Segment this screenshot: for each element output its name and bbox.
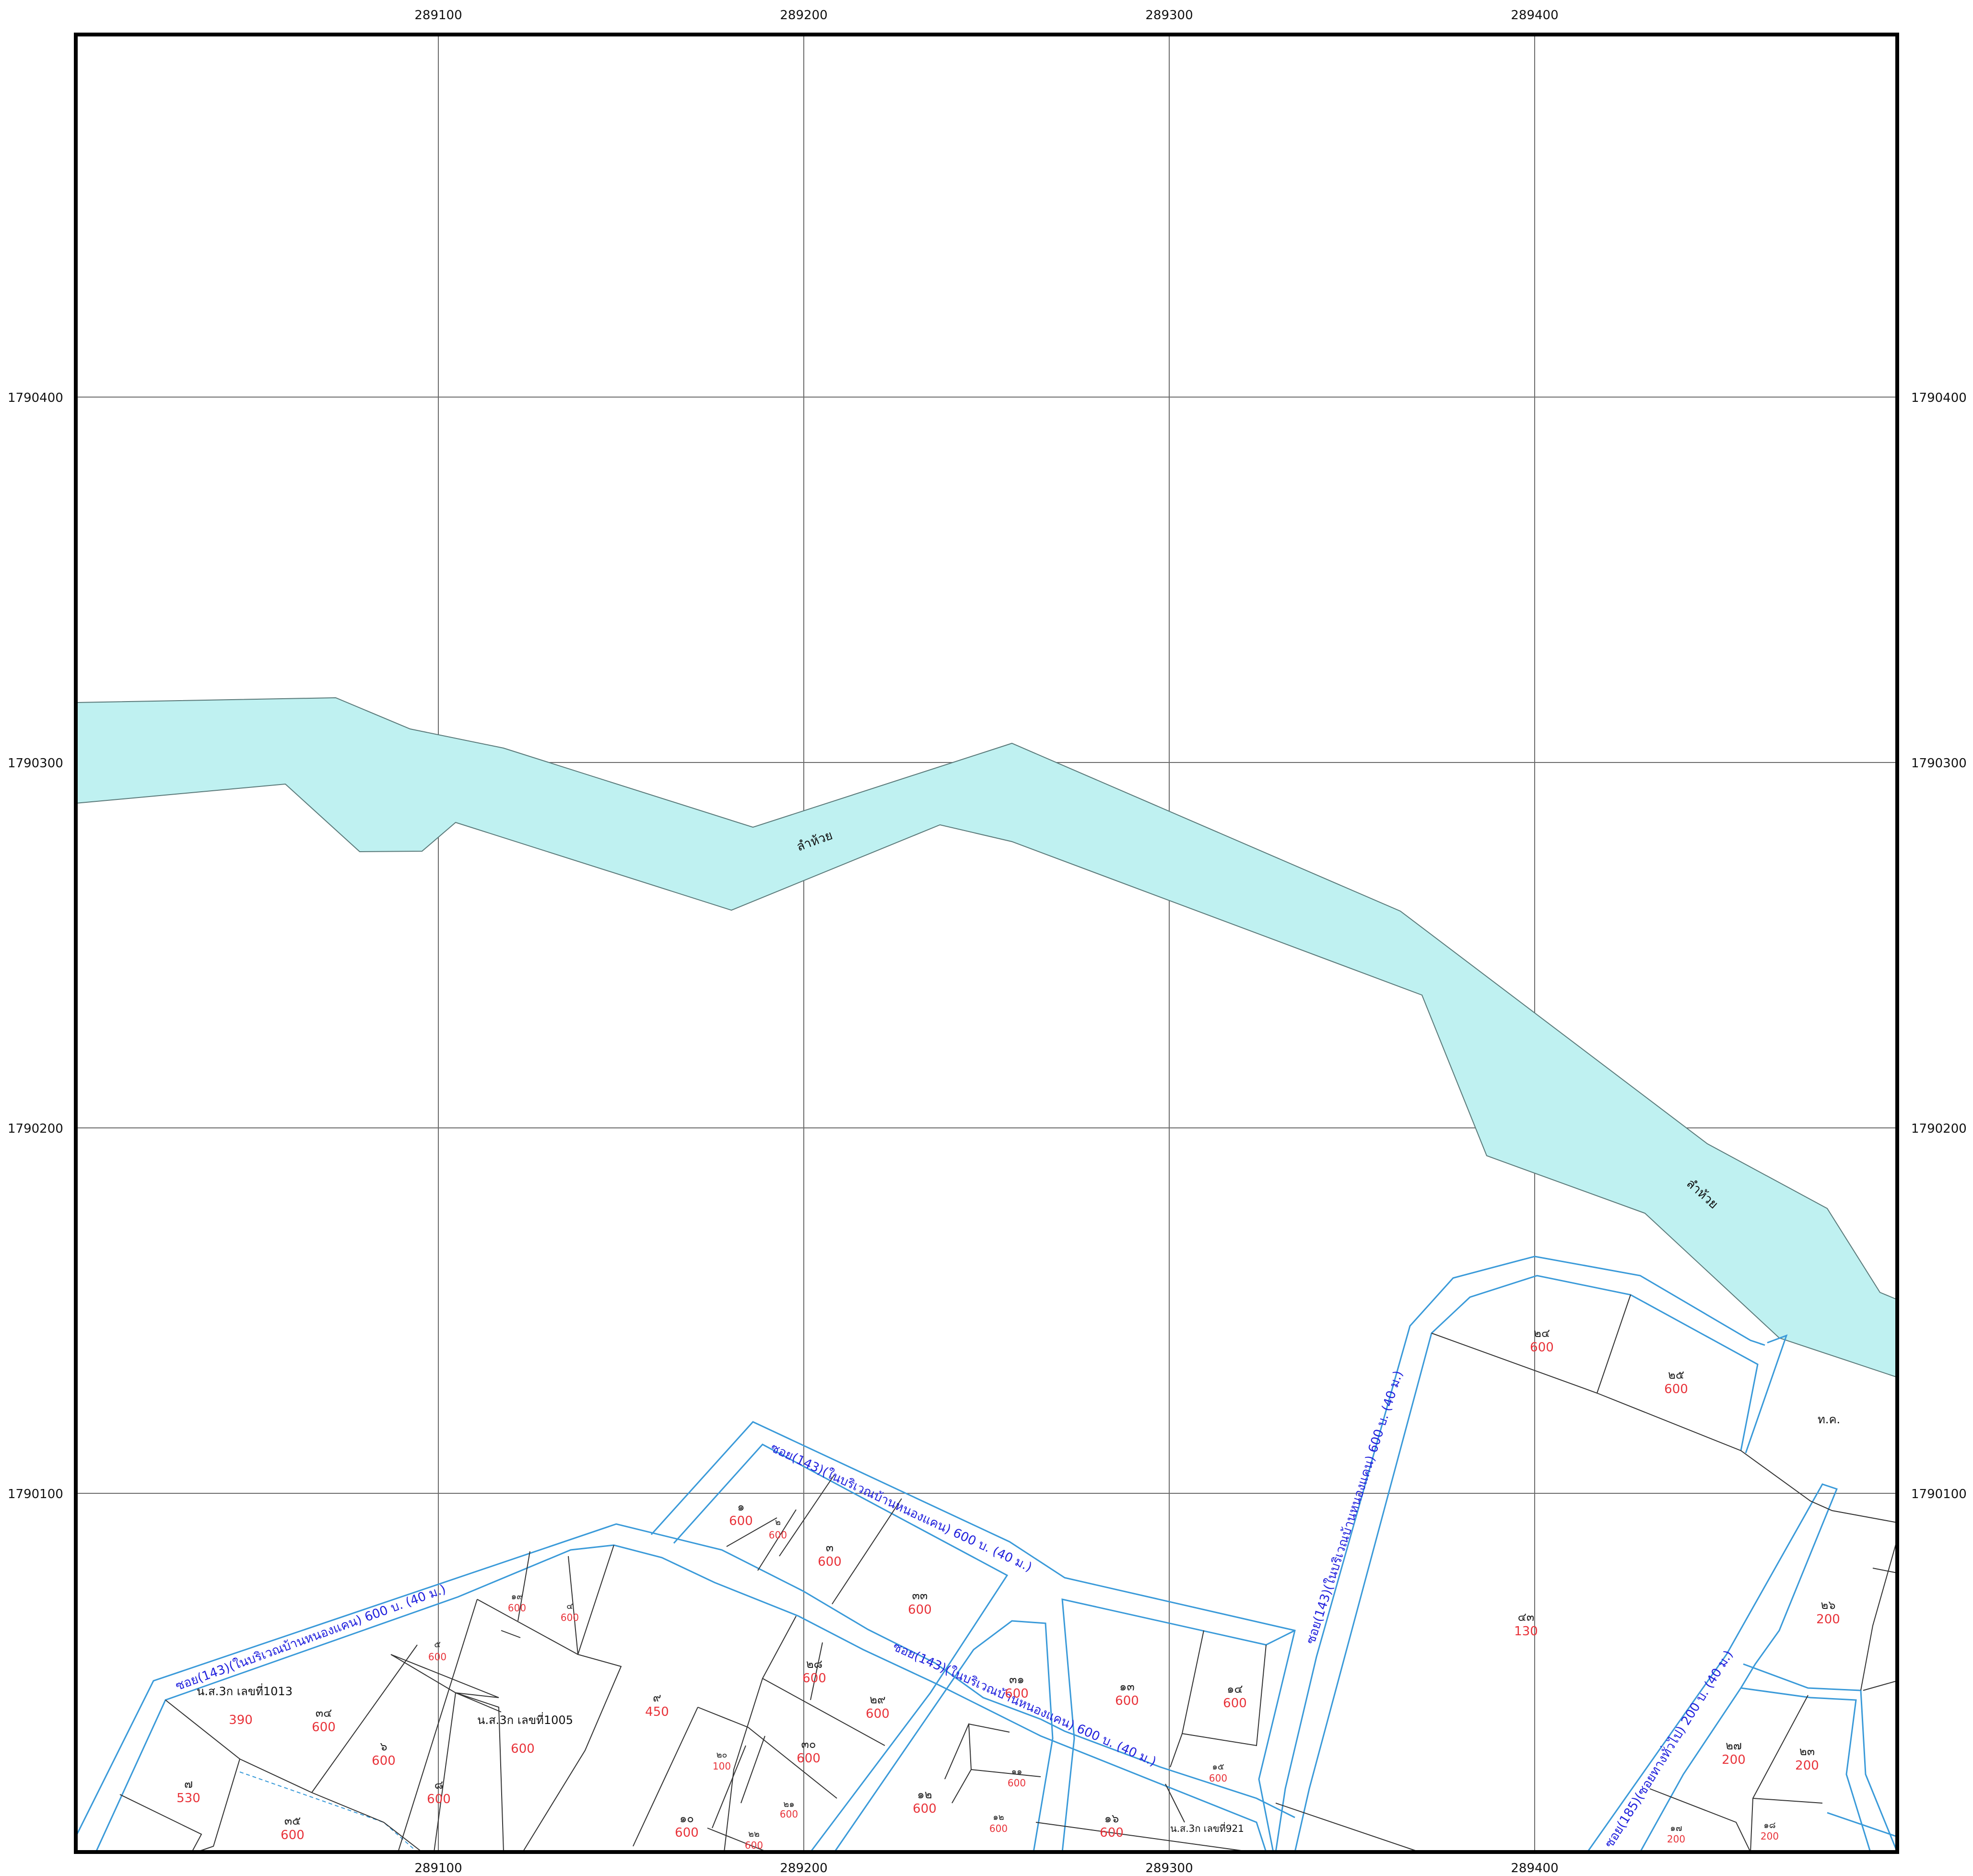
parcel-value: 130 xyxy=(1514,1624,1538,1639)
x-tick-label-top: 289100 xyxy=(414,8,462,23)
parcel-number: ๔๓ xyxy=(1518,1610,1535,1624)
y-tick-label-right: 1790100 xyxy=(1911,1487,1967,1501)
parcel-value: 200 xyxy=(1667,1833,1685,1845)
parcel-value: 600 xyxy=(1100,1826,1124,1840)
parcel-number: ๒๗ xyxy=(1726,1739,1742,1752)
public-land-label: ท.ค. xyxy=(1818,1413,1840,1426)
parcel-number: ๗ xyxy=(184,1777,193,1791)
parcel-number: ๒๒ xyxy=(748,1829,760,1839)
parcel-number: ๑๕ xyxy=(1212,1762,1224,1772)
parcel-value: 600 xyxy=(866,1707,890,1721)
parcel-number: ๒๙ xyxy=(869,1693,885,1706)
y-tick-label-left: 1790300 xyxy=(8,756,63,771)
parcel-number: ๑๐ xyxy=(680,1812,694,1825)
y-tick-label-left: 1790200 xyxy=(8,1122,63,1136)
parcel-value: 600 xyxy=(1530,1340,1554,1355)
parcel-number: ๒๐ xyxy=(716,1750,728,1760)
parcel-number: ๖ xyxy=(380,1740,387,1753)
y-tick-label-right: 1790300 xyxy=(1911,756,1967,771)
parcel-number: ๑๓ xyxy=(1119,1680,1135,1693)
parcel-value: 390 xyxy=(229,1713,253,1727)
parcel-number: ๕ xyxy=(434,1640,441,1650)
parcel-number: ๙ xyxy=(653,1691,661,1704)
parcel-number: ๒๔ xyxy=(1534,1326,1550,1340)
parcel-value: 600 xyxy=(908,1603,932,1617)
land-title-label: น.ส.3ก เลขที่1013 xyxy=(197,1683,293,1698)
x-tick-label-top: 289400 xyxy=(1511,8,1558,23)
parcel-value: 600 xyxy=(281,1828,305,1842)
parcel-value: 600 xyxy=(372,1754,396,1768)
parcel-number: ๒๓ xyxy=(1799,1745,1815,1758)
parcel-number: ๑๔ xyxy=(1227,1682,1243,1696)
land-title-label: น.ส.3ก เลขที่921 xyxy=(1170,1822,1244,1834)
parcel-number: ๒๕ xyxy=(1668,1368,1684,1382)
x-tick-label-bottom: 289400 xyxy=(1511,1861,1558,1876)
parcel-value: 200 xyxy=(1816,1612,1840,1627)
parcel-number: ๒๑ xyxy=(783,1799,794,1809)
parcel-value: 100 xyxy=(713,1760,731,1772)
parcel-value: 530 xyxy=(176,1791,200,1806)
parcel-value: 600 xyxy=(797,1751,821,1766)
parcel-value: 600 xyxy=(1008,1777,1026,1789)
parcel-value: 600 xyxy=(780,1808,798,1820)
parcel-number: ๑๗ xyxy=(1670,1823,1682,1833)
y-tick-label-left: 1790400 xyxy=(8,391,63,405)
parcel-number: ๓๔ xyxy=(316,1706,332,1720)
x-tick-label-top: 289300 xyxy=(1145,8,1193,23)
parcel-value: 600 xyxy=(1115,1694,1139,1708)
y-tick-label-right: 1790200 xyxy=(1911,1122,1967,1136)
parcel-value: 600 xyxy=(508,1602,526,1614)
parcel-value: 600 xyxy=(1664,1382,1688,1396)
parcel-number: ๓๐ xyxy=(801,1737,816,1751)
x-tick-label-top: 289200 xyxy=(780,8,827,23)
parcel-value: 450 xyxy=(645,1705,669,1719)
parcel-value: 600 xyxy=(769,1529,787,1541)
parcel-number: ๓๑ xyxy=(1009,1673,1024,1686)
parcel-value: 600 xyxy=(802,1671,826,1686)
parcel-number: ๓๓ xyxy=(912,1589,928,1602)
parcel-value: 600 xyxy=(1209,1772,1227,1784)
parcel-number: ๑๑ xyxy=(1011,1767,1022,1777)
parcel-value: 200 xyxy=(1795,1759,1819,1773)
parcel-number: ๑๘ xyxy=(1763,1820,1775,1830)
parcel-number: ๑๙ xyxy=(511,1592,523,1602)
parcel-value: 600 xyxy=(428,1651,446,1663)
parcel-value: 600 xyxy=(561,1612,579,1623)
parcel-number: ๘ xyxy=(435,1778,444,1792)
land-title-label: น.ส.3ก เลขที่1005 xyxy=(477,1712,573,1727)
parcel-number: ๑๖ xyxy=(1104,1812,1119,1825)
parcel-number: ๒ xyxy=(775,1517,781,1527)
x-tick-label-bottom: 289300 xyxy=(1145,1861,1193,1876)
parcel-number: ๓ xyxy=(826,1541,834,1554)
x-tick-label-bottom: 289200 xyxy=(780,1861,827,1876)
parcel-value: 600 xyxy=(818,1555,842,1569)
parcel-value: 600 xyxy=(312,1720,336,1735)
parcel-number: ๑๒ xyxy=(917,1788,932,1801)
y-tick-label-left: 1790100 xyxy=(8,1487,63,1501)
parcel-number: ๑ xyxy=(737,1500,744,1513)
parcel-value: 600 xyxy=(913,1802,937,1816)
parcel-value: 200 xyxy=(1761,1830,1779,1842)
parcel-number: ๑๒ xyxy=(993,1812,1004,1822)
parcel-value: 600 xyxy=(989,1823,1008,1834)
parcel-value: 600 xyxy=(675,1826,699,1840)
parcel-value: 600 xyxy=(511,1742,535,1756)
parcel-value: 600 xyxy=(1223,1696,1247,1711)
parcel-label: 390 xyxy=(229,1713,253,1727)
parcel-number: ๒๖ xyxy=(1820,1598,1835,1612)
parcel-number: ๔ xyxy=(566,1601,573,1611)
parcel-value: 600 xyxy=(729,1514,753,1528)
x-tick-label-bottom: 289100 xyxy=(414,1861,462,1876)
parcel-value: 600 xyxy=(1005,1687,1029,1701)
parcel-value: 600 xyxy=(427,1792,451,1806)
parcel-number: ๓๕ xyxy=(284,1814,301,1828)
parcel-number: ๒๘ xyxy=(806,1657,822,1671)
parcel-value: 200 xyxy=(1722,1753,1746,1767)
parcel-value: 600 xyxy=(745,1840,763,1851)
parcel-label: 600 xyxy=(511,1742,535,1756)
y-tick-label-right: 1790400 xyxy=(1911,391,1967,405)
